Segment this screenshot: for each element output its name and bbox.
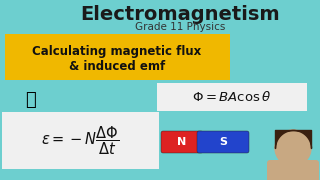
Text: $\varepsilon = -N\dfrac{\Delta\Phi}{\Delta t}$: $\varepsilon = -N\dfrac{\Delta\Phi}{\Del…: [41, 125, 119, 157]
FancyBboxPatch shape: [161, 131, 203, 153]
Text: & induced emf: & induced emf: [69, 60, 165, 73]
Circle shape: [275, 130, 311, 166]
FancyBboxPatch shape: [197, 131, 249, 153]
Text: $\Phi = BA\cos\theta$: $\Phi = BA\cos\theta$: [192, 90, 272, 104]
FancyBboxPatch shape: [157, 83, 307, 111]
Text: S: S: [219, 137, 227, 147]
Text: N: N: [177, 137, 187, 147]
FancyBboxPatch shape: [5, 34, 230, 80]
FancyBboxPatch shape: [267, 160, 319, 180]
FancyBboxPatch shape: [2, 112, 159, 169]
Text: Electromagnetism: Electromagnetism: [80, 4, 280, 24]
Text: Grade 11 Physics: Grade 11 Physics: [135, 22, 225, 32]
Text: Calculating magnetic flux: Calculating magnetic flux: [32, 46, 202, 58]
Text: 💡: 💡: [25, 91, 36, 109]
